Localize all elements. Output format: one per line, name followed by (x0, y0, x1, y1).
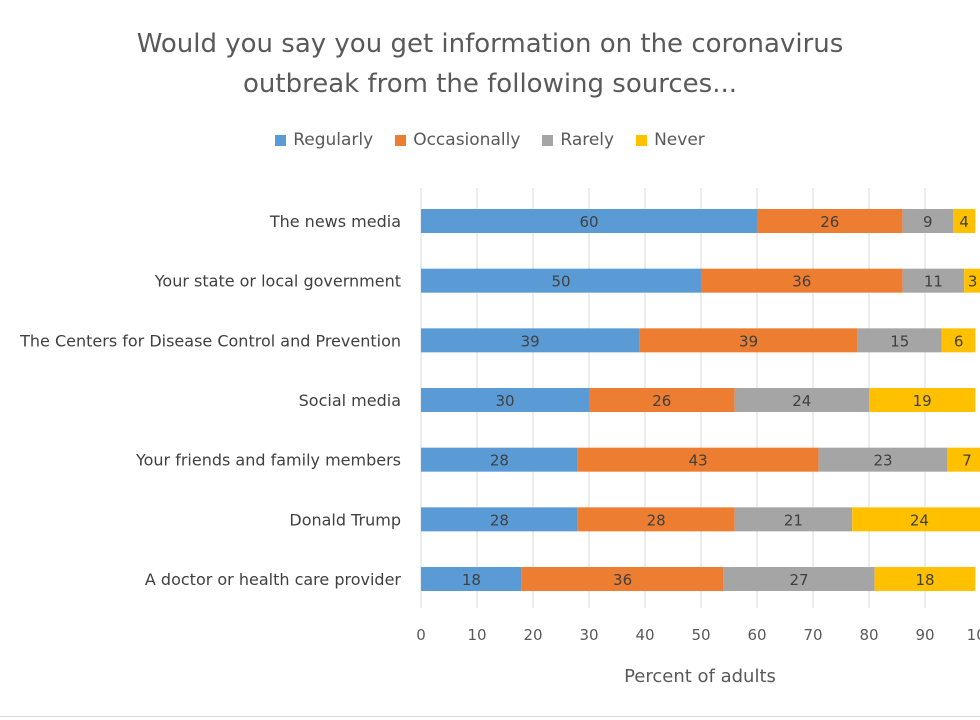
bar-regularly-your-friends-and-family-members (421, 447, 578, 472)
x-tick-label-0: 0 (416, 626, 426, 644)
bar-regularly-the-centers-for-disease-control-and-prevention (421, 328, 640, 353)
chart-title-line-2: outbreak from the following sources... (243, 69, 737, 99)
value-label-rarely-the-centers-for-disease-control-and-prevention: 15 (890, 332, 909, 350)
category-label-a-doctor-or-health-care-provider: A doctor or health care provider (145, 570, 402, 589)
bar-rarely-your-state-or-local-government (902, 268, 965, 293)
x-tick-label-40: 40 (635, 626, 654, 644)
category-label-your-friends-and-family-members: Your friends and family members (135, 451, 401, 470)
value-label-never-the-centers-for-disease-control-and-prevention: 6 (954, 332, 964, 350)
category-label-your-state-or-local-government: Your state or local government (154, 272, 401, 291)
value-label-rarely-donald-trump: 21 (784, 511, 803, 529)
value-label-occasionally-the-centers-for-disease-control-and-prevention: 39 (739, 332, 758, 350)
bar-rarely-social-media (734, 388, 869, 413)
legend-item-never: Never (636, 130, 705, 150)
legend-swatch-rarely (542, 134, 554, 146)
category-label-the-news-media: The news media (269, 212, 401, 231)
bar-rarely-donald-trump (734, 507, 853, 532)
value-label-regularly-a-doctor-or-health-care-provider: 18 (462, 571, 481, 589)
bar-occasionally-the-centers-for-disease-control-and-prevention (639, 328, 858, 353)
bar-rarely-the-news-media (902, 209, 953, 233)
x-tick-label-70: 70 (803, 626, 822, 644)
value-label-occasionally-social-media: 26 (652, 392, 671, 410)
legend-label-regularly: Regularly (293, 130, 374, 150)
category-label-donald-trump: Donald Trump (289, 510, 401, 529)
bar-rarely-a-doctor-or-health-care-provider (723, 567, 875, 592)
x-tick-label-10: 10 (467, 626, 486, 644)
bar-occasionally-your-friends-and-family-members (577, 447, 819, 472)
legend-swatch-never (636, 134, 648, 146)
value-label-never-your-friends-and-family-members: 7 (962, 452, 972, 470)
chart-title: Would you say you get information on the… (0, 24, 980, 104)
legend-label-never: Never (654, 130, 705, 150)
bar-regularly-your-state-or-local-government (421, 268, 701, 293)
x-tick-label-90: 90 (915, 626, 934, 644)
x-tick-label-60: 60 (747, 626, 766, 644)
value-label-rarely-your-friends-and-family-members: 23 (873, 452, 892, 470)
value-label-rarely-your-state-or-local-government: 11 (924, 273, 943, 291)
value-label-never-a-doctor-or-health-care-provider: 18 (915, 571, 934, 589)
legend-label-occasionally: Occasionally (413, 130, 521, 150)
value-label-occasionally-a-doctor-or-health-care-provider: 36 (613, 571, 632, 589)
category-label-the-centers-for-disease-control-and-prevention: The Centers for Disease Control and Prev… (19, 331, 401, 350)
legend-label-rarely: Rarely (560, 130, 615, 150)
x-tick-label-80: 80 (859, 626, 878, 644)
bar-never-your-state-or-local-government (964, 268, 980, 293)
bar-regularly-donald-trump (421, 507, 578, 532)
bar-occasionally-your-state-or-local-government (701, 268, 903, 293)
frame-bottom-border (0, 716, 980, 717)
value-label-regularly-donald-trump: 28 (490, 511, 509, 529)
value-label-rarely-social-media: 24 (792, 392, 811, 410)
value-label-regularly-your-state-or-local-government: 50 (551, 273, 570, 291)
bar-never-social-media (869, 388, 976, 413)
bar-never-the-centers-for-disease-control-and-prevention (941, 328, 976, 353)
legend-swatch-regularly (275, 134, 287, 146)
bar-regularly-a-doctor-or-health-care-provider (421, 567, 522, 592)
bar-occasionally-social-media (589, 388, 735, 413)
bar-regularly-the-news-media (421, 209, 757, 233)
chart-title-line-1: Would you say you get information on the… (136, 29, 844, 59)
bar-occasionally-a-doctor-or-health-care-provider (521, 567, 724, 592)
bar-occasionally-donald-trump (577, 507, 735, 532)
legend-swatch-occasionally (395, 134, 407, 146)
value-label-regularly-your-friends-and-family-members: 28 (490, 452, 509, 470)
legend-item-regularly: Regularly (275, 130, 373, 150)
x-tick-label-20: 20 (523, 626, 542, 644)
x-tick-label-50: 50 (691, 626, 710, 644)
value-label-occasionally-your-state-or-local-government: 36 (792, 273, 811, 291)
x-axis-title: Percent of adults (624, 666, 776, 687)
bar-occasionally-the-news-media (757, 209, 903, 233)
value-label-regularly-the-centers-for-disease-control-and-prevention: 39 (521, 332, 540, 350)
value-label-regularly-social-media: 30 (495, 392, 514, 410)
value-label-occasionally-the-news-media: 26 (820, 213, 839, 231)
value-label-never-donald-trump: 24 (910, 511, 929, 529)
value-label-never-social-media: 19 (913, 392, 932, 410)
bar-never-your-friends-and-family-members (947, 447, 980, 472)
value-label-occasionally-your-friends-and-family-members: 43 (689, 452, 708, 470)
bar-never-donald-trump (852, 507, 980, 532)
category-label-social-media: Social media (299, 391, 401, 410)
chart-legend: Regularly Occasionally Rarely Never (0, 130, 980, 150)
value-label-occasionally-donald-trump: 28 (647, 511, 666, 529)
x-tick-label-100: 100 (967, 626, 980, 644)
value-label-never-your-state-or-local-government: 3 (968, 273, 978, 291)
bar-never-the-news-media (953, 209, 976, 233)
bar-rarely-the-centers-for-disease-control-and-prevention (857, 328, 942, 353)
bar-never-a-doctor-or-health-care-provider (874, 567, 976, 592)
x-tick-label-30: 30 (579, 626, 598, 644)
value-label-regularly-the-news-media: 60 (579, 213, 598, 231)
bar-rarely-your-friends-and-family-members (818, 447, 948, 472)
bar-regularly-social-media (421, 388, 589, 413)
value-label-never-the-news-media: 4 (959, 213, 969, 231)
legend-item-occasionally: Occasionally (395, 130, 520, 150)
value-label-rarely-a-doctor-or-health-care-provider: 27 (789, 571, 808, 589)
value-label-rarely-the-news-media: 9 (923, 213, 933, 231)
legend-item-rarely: Rarely (542, 130, 614, 150)
